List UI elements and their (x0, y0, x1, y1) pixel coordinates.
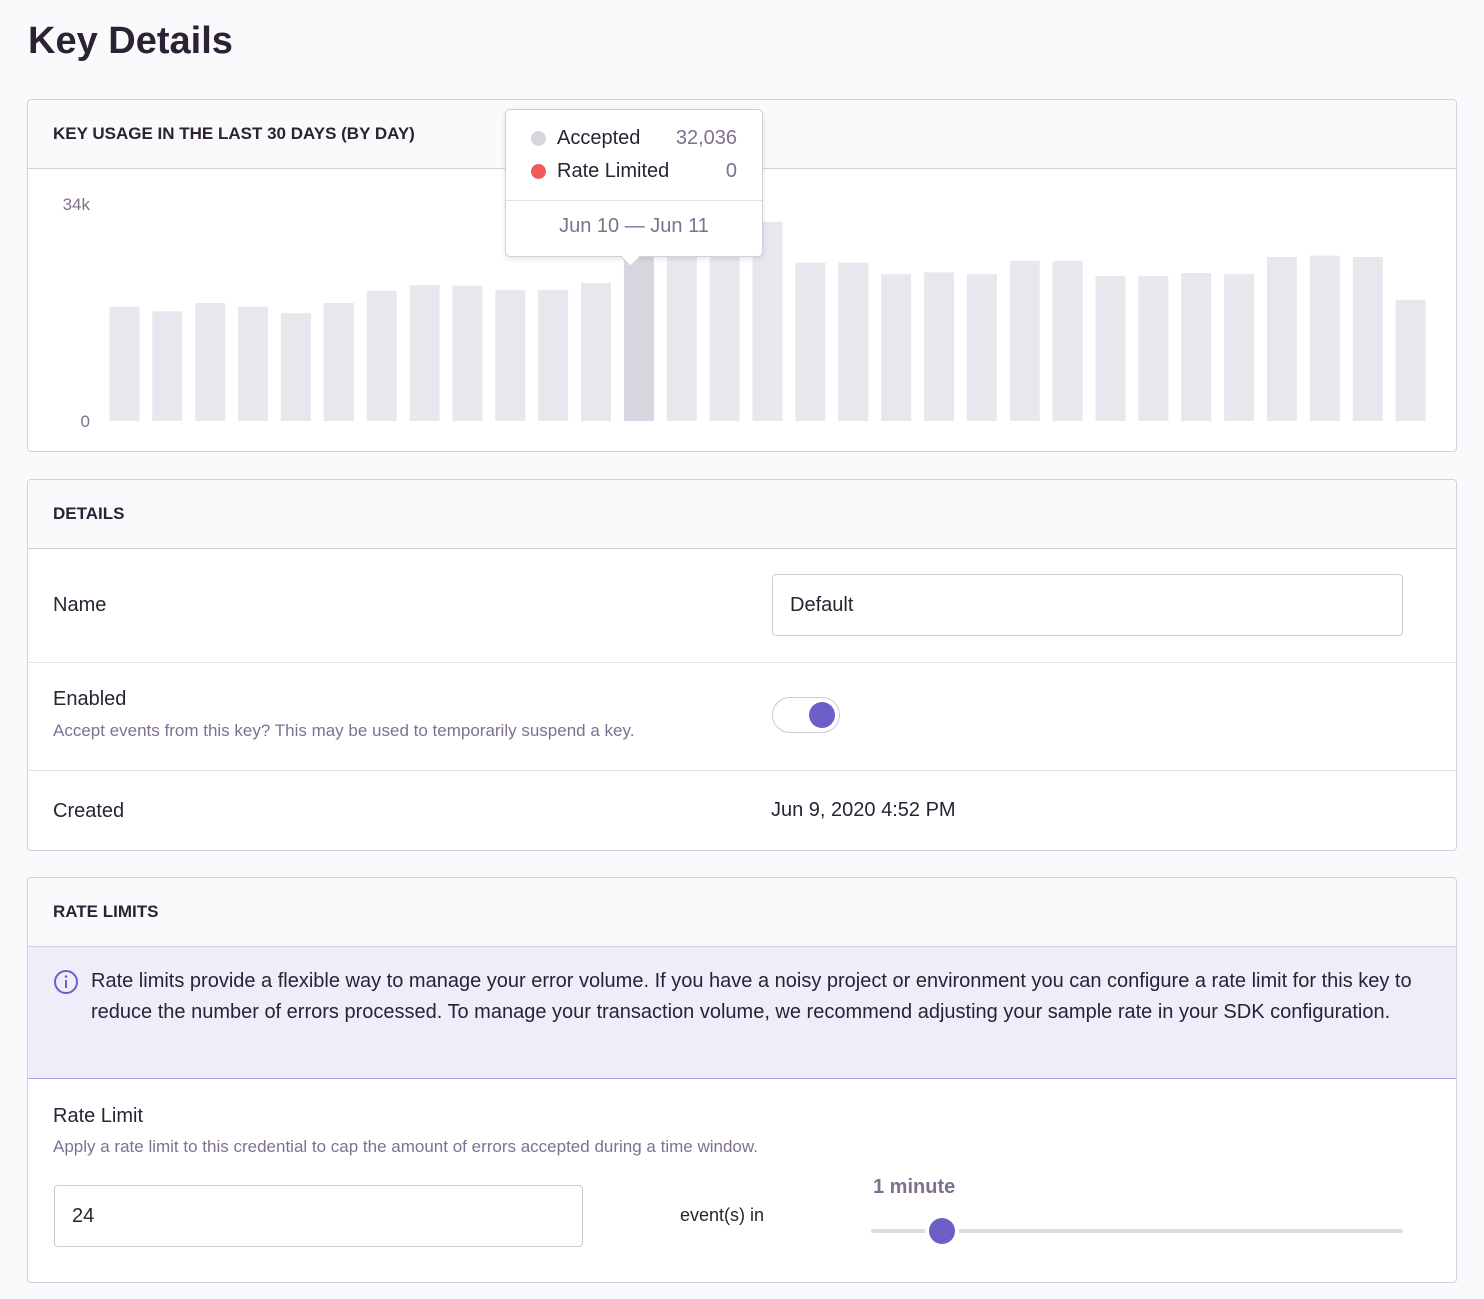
window-slider[interactable] (868, 1213, 1408, 1249)
enabled-row: Enabled Accept events from this key? Thi… (28, 662, 1456, 771)
bar (409, 285, 440, 421)
tooltip-item: Accepted 32,036 (506, 122, 762, 155)
panel-header: DETAILS (28, 480, 1456, 549)
name-row: Name Default (28, 549, 1456, 663)
bar (238, 306, 269, 421)
unit-text: event(s) in (680, 1205, 765, 1225)
bar (1181, 272, 1212, 421)
info-icon (54, 970, 78, 994)
bar (1309, 255, 1340, 421)
bar (323, 302, 354, 421)
tooltip-range: Jun 10 — Jun 11 (559, 215, 709, 237)
bar (1395, 299, 1426, 421)
legend-dot (531, 131, 546, 146)
bar (881, 274, 912, 421)
legend-name: Rate Limited (557, 160, 670, 182)
bar (152, 311, 183, 421)
bar (1009, 260, 1040, 421)
bar (795, 262, 826, 421)
field-label: Created (53, 800, 125, 822)
bar (1138, 276, 1169, 421)
field-help: Apply a rate limit to this credential to… (53, 1137, 758, 1156)
chart-tooltip: Accepted 32,036 Rate Limited 0 Jun 10 — Jun… (505, 109, 763, 267)
field-label: Name (53, 594, 107, 616)
bar (495, 290, 526, 421)
field-help: Accept events from this key? This may be… (53, 721, 635, 740)
bar (452, 285, 483, 421)
field-value: Jun 9, 2020 4:52 PM (771, 799, 956, 821)
bar (195, 302, 226, 421)
info-alert: Rate limits provide a flexible way to ma… (28, 947, 1456, 1079)
bar (581, 283, 612, 421)
page-title: Key Details (28, 20, 233, 62)
bar (366, 290, 397, 421)
bar (109, 306, 140, 421)
bar (1266, 256, 1297, 421)
tooltip-item: Rate Limited 0 (506, 155, 762, 188)
rate-limits-panel: RATE LIMITS Rate limits provide a flexib… (27, 877, 1457, 1283)
details-panel: DETAILS Name Default Enabled Accept even… (27, 479, 1457, 851)
count-input[interactable]: 24 (54, 1185, 583, 1247)
window-label: 1 minute (873, 1176, 956, 1198)
enabled-toggle[interactable] (772, 697, 840, 733)
bar (1052, 260, 1083, 421)
bar (538, 290, 569, 421)
legend-value: 32,036 (675, 127, 737, 149)
field-label: Rate Limit (53, 1105, 144, 1127)
bar (280, 313, 311, 421)
alert-text: Rate limits provide a flexible way to ma… (91, 970, 1412, 1023)
bar (1224, 274, 1255, 421)
legend-value: 0 (725, 160, 737, 182)
bar (1352, 256, 1383, 421)
legend-name: Accepted (557, 127, 641, 149)
field-label: Enabled (53, 688, 127, 710)
usage-chart: 0 34k (63, 195, 1426, 431)
bar (1095, 276, 1126, 421)
legend-dot (531, 164, 546, 179)
panel-header: RATE LIMITS (28, 878, 1456, 947)
bar (966, 274, 997, 421)
name-input[interactable]: Default (772, 574, 1403, 636)
bar (923, 272, 954, 421)
y-tick-label: 34k (63, 195, 91, 214)
y-tick-label: 0 (81, 412, 90, 431)
bar (838, 262, 869, 421)
created-row: Created Jun 9, 2020 4:52 PM (28, 770, 1456, 850)
